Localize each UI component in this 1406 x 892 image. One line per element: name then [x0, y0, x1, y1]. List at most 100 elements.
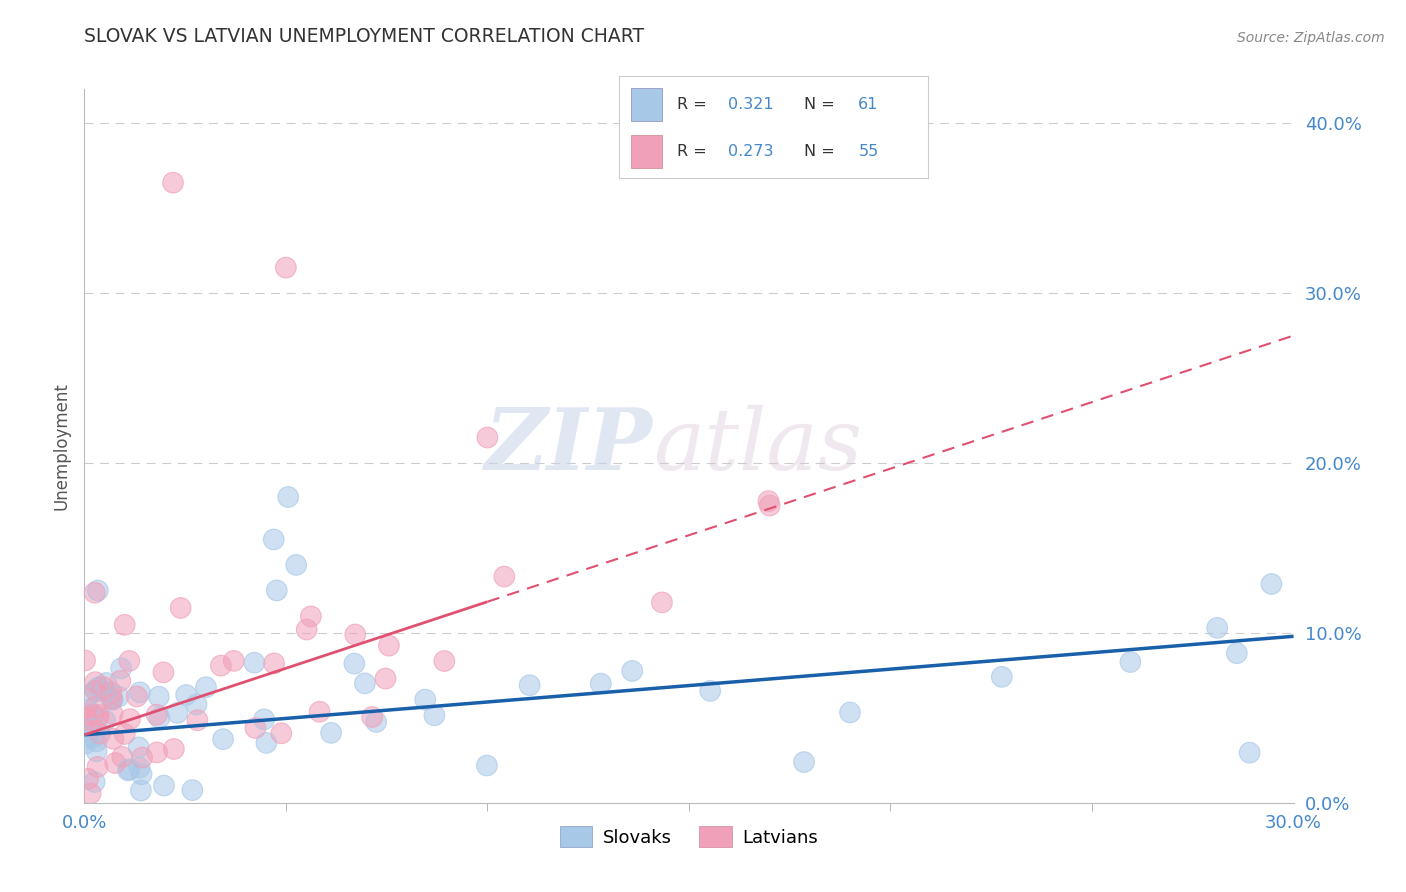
- Point: [308, 705, 330, 719]
- Point: [104, 756, 127, 770]
- Point: [1119, 655, 1142, 669]
- Text: atlas: atlas: [652, 405, 862, 487]
- Point: [79, 787, 101, 801]
- Point: [354, 676, 377, 690]
- Point: [378, 639, 401, 653]
- Point: [263, 657, 285, 671]
- Point: [148, 690, 170, 704]
- FancyBboxPatch shape: [631, 88, 662, 121]
- Point: [84, 684, 107, 698]
- Point: [343, 657, 366, 671]
- Point: [166, 706, 188, 720]
- Point: [589, 676, 612, 690]
- Point: [77, 689, 100, 703]
- Point: [793, 755, 815, 769]
- Point: [84, 682, 107, 697]
- Point: [79, 787, 101, 801]
- Point: [128, 740, 150, 755]
- Point: [103, 731, 125, 746]
- Text: ZIP: ZIP: [485, 404, 652, 488]
- Point: [433, 654, 456, 668]
- Point: [101, 691, 124, 706]
- Point: [319, 726, 342, 740]
- Point: [125, 690, 148, 704]
- Point: [308, 705, 330, 719]
- Point: [84, 684, 107, 698]
- Point: [118, 762, 141, 776]
- Point: [87, 707, 110, 722]
- Point: [758, 494, 780, 508]
- Point: [793, 755, 815, 769]
- Point: [519, 678, 541, 692]
- Point: [423, 708, 446, 723]
- Point: [110, 661, 132, 675]
- Point: [344, 627, 367, 641]
- Point: [87, 583, 110, 598]
- Point: [186, 698, 208, 712]
- Point: [76, 730, 98, 744]
- Point: [181, 783, 204, 797]
- Point: [100, 685, 122, 699]
- Point: [145, 707, 167, 722]
- Point: [75, 709, 97, 723]
- Point: [86, 744, 108, 758]
- Point: [699, 684, 721, 698]
- Point: [245, 721, 267, 735]
- Point: [87, 707, 110, 722]
- Point: [91, 680, 114, 694]
- Point: [299, 609, 322, 624]
- Point: [76, 712, 98, 726]
- Point: [163, 742, 186, 756]
- Point: [110, 661, 132, 675]
- Point: [263, 533, 285, 547]
- Point: [162, 176, 184, 190]
- Point: [209, 658, 232, 673]
- Point: [1119, 655, 1142, 669]
- Point: [118, 654, 141, 668]
- Point: [75, 737, 97, 751]
- Point: [1239, 746, 1261, 760]
- Point: [212, 732, 235, 747]
- Point: [277, 490, 299, 504]
- Text: 0.321: 0.321: [728, 97, 775, 112]
- Point: [131, 750, 153, 764]
- Point: [86, 734, 108, 748]
- Point: [87, 710, 110, 724]
- Point: [76, 730, 98, 744]
- Point: [651, 595, 673, 609]
- Point: [77, 703, 100, 717]
- Point: [181, 783, 204, 797]
- Point: [148, 690, 170, 704]
- Point: [101, 692, 124, 706]
- Point: [758, 499, 780, 513]
- Point: [413, 692, 436, 706]
- Point: [194, 680, 217, 694]
- Point: [128, 761, 150, 775]
- Point: [83, 721, 105, 735]
- Point: [494, 569, 516, 583]
- Point: [477, 430, 499, 444]
- Point: [423, 708, 446, 723]
- Point: [87, 680, 110, 694]
- Point: [153, 779, 176, 793]
- Point: [1206, 621, 1229, 635]
- Text: 0.273: 0.273: [728, 145, 773, 160]
- Point: [589, 676, 612, 690]
- Point: [1239, 746, 1261, 760]
- Point: [758, 494, 780, 508]
- Point: [118, 762, 141, 776]
- Point: [111, 750, 134, 764]
- Point: [295, 623, 318, 637]
- Point: [299, 609, 322, 624]
- Point: [101, 692, 124, 706]
- Point: [413, 692, 436, 706]
- Point: [1260, 577, 1282, 591]
- Point: [83, 586, 105, 600]
- Point: [84, 682, 107, 697]
- Point: [111, 750, 134, 764]
- Point: [1226, 646, 1249, 660]
- Point: [839, 706, 862, 720]
- Point: [77, 703, 100, 717]
- Point: [253, 712, 276, 726]
- Point: [212, 732, 235, 747]
